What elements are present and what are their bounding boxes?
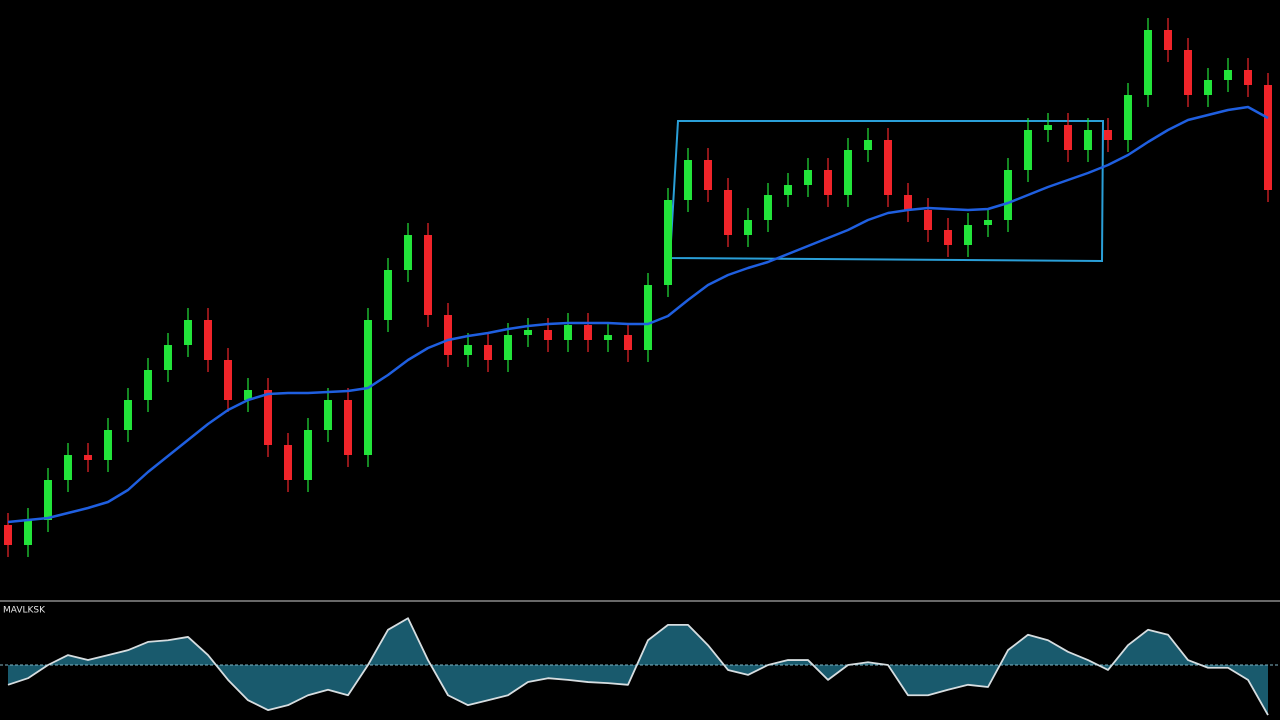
- moving-average: [7, 105, 1269, 524]
- candle-body: [284, 445, 292, 480]
- candle-body: [1024, 130, 1032, 170]
- candle-body: [824, 170, 832, 195]
- candle-body: [84, 455, 92, 460]
- candle-body: [524, 330, 532, 335]
- candle-body: [124, 400, 132, 430]
- candle-body: [204, 320, 212, 360]
- indicator-label: MAVLKSK: [3, 606, 46, 616]
- candle-body: [1264, 85, 1272, 190]
- candle-body: [224, 360, 232, 400]
- candle-body: [1064, 125, 1072, 150]
- candle-body: [704, 160, 712, 190]
- range-box: [668, 120, 1105, 263]
- candle-body: [904, 195, 912, 210]
- candle-body: [804, 170, 812, 185]
- candle-body: [184, 320, 192, 345]
- candle-body: [24, 520, 32, 545]
- candle-body: [784, 185, 792, 195]
- candle-body: [324, 400, 332, 430]
- oscillator-line: [7, 617, 1269, 716]
- candle-body: [404, 235, 412, 270]
- candle-body: [584, 325, 592, 340]
- candle-body: [64, 455, 72, 480]
- candle-body: [1044, 125, 1052, 130]
- candle-body: [104, 430, 112, 460]
- candle-body: [1204, 80, 1212, 95]
- candle-body: [264, 390, 272, 445]
- candle-body: [544, 330, 552, 340]
- candle-body: [964, 225, 972, 245]
- candle-body: [4, 525, 12, 545]
- candle-body: [1164, 30, 1172, 50]
- candle-body: [1084, 130, 1092, 150]
- candle-body: [724, 190, 732, 235]
- candle-body: [144, 370, 152, 400]
- candle-body: [984, 220, 992, 225]
- candle-body: [484, 345, 492, 360]
- candle-body: [604, 335, 612, 340]
- candle-body: [1144, 30, 1152, 95]
- candle-body: [744, 220, 752, 235]
- candle-body: [924, 210, 932, 230]
- candle-body: [624, 335, 632, 350]
- candle-body: [1224, 70, 1232, 80]
- candle-body: [464, 345, 472, 355]
- candle-body: [684, 160, 692, 200]
- candle-body: [1004, 170, 1012, 220]
- candle-body: [864, 140, 872, 150]
- candle-body: [44, 480, 52, 520]
- candle-body: [764, 195, 772, 220]
- candle-body: [564, 325, 572, 340]
- candle-body: [944, 230, 952, 245]
- candle-body: [884, 140, 892, 195]
- candle-body: [384, 270, 392, 320]
- candle-body: [504, 335, 512, 360]
- candle-body: [1184, 50, 1192, 95]
- candle-body: [1124, 95, 1132, 140]
- candle-body: [304, 430, 312, 480]
- candle-body: [444, 315, 452, 355]
- candle-body: [344, 400, 352, 455]
- candle-body: [1244, 70, 1252, 85]
- candle-body: [1104, 130, 1112, 140]
- candle-body: [424, 235, 432, 315]
- candle-body: [844, 150, 852, 195]
- candle-body: [164, 345, 172, 370]
- candle-body: [664, 200, 672, 285]
- candle-body: [644, 285, 652, 350]
- candle-body: [244, 390, 252, 400]
